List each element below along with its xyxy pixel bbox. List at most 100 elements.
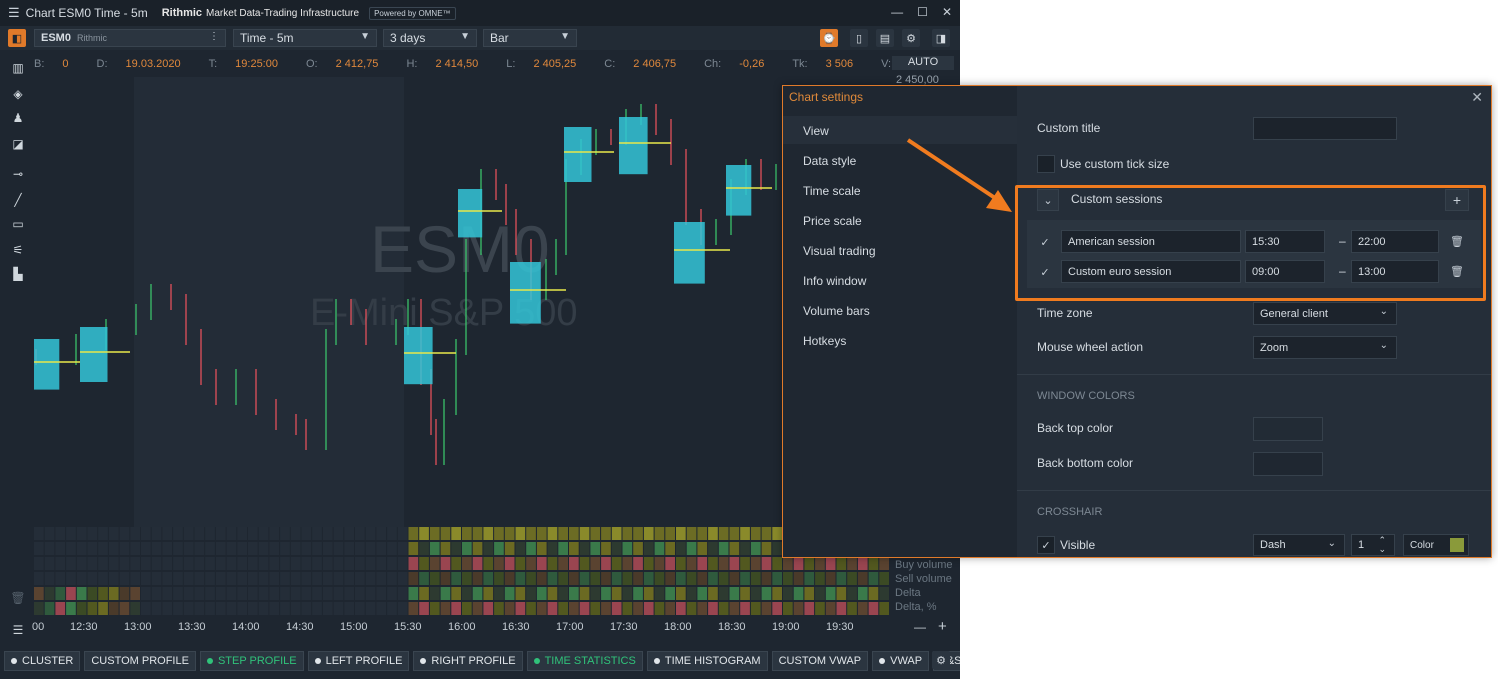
time-tick-label: 17:30 bbox=[610, 621, 638, 633]
timeframe-select[interactable]: Time - 5m ▼ bbox=[233, 29, 377, 47]
volume-cell bbox=[76, 527, 87, 540]
more-icon[interactable]: ⋮ bbox=[209, 31, 219, 42]
layers-icon[interactable]: ◈ bbox=[13, 87, 23, 101]
volume-cell bbox=[215, 542, 226, 555]
mouse-icon[interactable]: ▯ bbox=[850, 29, 868, 47]
trash-icon[interactable]: 🗑 bbox=[1445, 260, 1469, 283]
volume-cell bbox=[429, 587, 440, 600]
indicator-button-cluster[interactable]: CLUSTER bbox=[4, 651, 81, 671]
nav-item-info-window[interactable]: Info window bbox=[803, 274, 867, 288]
crosshair-style-select[interactable]: Dash ⌄ bbox=[1253, 534, 1345, 556]
custom-tick-checkbox[interactable] bbox=[1037, 155, 1055, 173]
add-session-button[interactable]: + bbox=[1445, 189, 1469, 211]
session-end-input[interactable]: 13:00 bbox=[1351, 260, 1439, 283]
rectangle-icon[interactable]: ▭ bbox=[12, 217, 24, 231]
volume-cell bbox=[750, 527, 761, 540]
volume-cell bbox=[205, 527, 215, 540]
fibonacci-icon[interactable]: ⚟ bbox=[12, 243, 24, 257]
volume-cell bbox=[44, 602, 55, 615]
info-item: H: 2 414,50 bbox=[406, 58, 492, 74]
volume-cell bbox=[515, 587, 526, 600]
indicator-button-custom-profile[interactable]: CUSTOM PROFILE bbox=[84, 651, 196, 671]
info-item: T: 19:25:00 bbox=[209, 58, 292, 74]
gear-icon[interactable]: ⚙ bbox=[902, 29, 920, 47]
template-icon[interactable]: ▤ bbox=[876, 29, 894, 47]
volume-cell bbox=[665, 527, 675, 540]
volume-profile-tool-icon[interactable]: ▙ bbox=[13, 267, 23, 281]
auto-scale-button[interactable]: AUTO bbox=[892, 56, 954, 70]
session-enabled-checkbox[interactable]: ✓ bbox=[1040, 266, 1050, 279]
zoom-out-button[interactable]: — bbox=[914, 620, 926, 634]
nav-item-price-scale[interactable]: Price scale bbox=[803, 214, 862, 228]
volume-cell bbox=[34, 572, 44, 585]
period-select[interactable]: 3 days ▼ bbox=[383, 29, 477, 47]
crosshair-color-button[interactable]: Color bbox=[1403, 534, 1469, 556]
time-zone-select[interactable]: General client ⌄ bbox=[1253, 302, 1397, 325]
menu-icon[interactable]: ☰ bbox=[8, 5, 20, 20]
nav-item-volume-bars[interactable]: Volume bars bbox=[803, 304, 870, 318]
session-end-input[interactable]: 22:00 bbox=[1351, 230, 1439, 253]
alert-bell-icon[interactable]: ♟ bbox=[12, 111, 24, 125]
indicator-button-time-histogram[interactable]: TIME HISTOGRAM bbox=[646, 651, 768, 671]
volume-cell bbox=[237, 572, 247, 585]
trash-icon[interactable]: 🗑 bbox=[10, 591, 26, 605]
crosshair-visible-checkbox[interactable]: ✓ bbox=[1037, 536, 1055, 554]
volume-cell bbox=[269, 602, 280, 615]
session-start-input[interactable]: 09:00 bbox=[1245, 260, 1325, 283]
symbol-name: ESM0 bbox=[41, 32, 71, 44]
horizontal-line-icon[interactable]: ⊸ bbox=[12, 167, 24, 181]
back-top-color-swatch[interactable] bbox=[1253, 417, 1323, 441]
trash-icon[interactable]: 🗑 bbox=[1445, 230, 1469, 253]
symbol-selector[interactable]: ESM0 Rithmic ⋮ bbox=[34, 29, 226, 47]
close-icon[interactable]: ✕ bbox=[941, 5, 952, 19]
volume-cell bbox=[173, 542, 183, 555]
mouse-wheel-select[interactable]: Zoom ⌄ bbox=[1253, 336, 1397, 359]
panel-toggle-icon[interactable]: ◧ bbox=[8, 29, 26, 47]
volume-cell bbox=[515, 557, 526, 570]
crosshair-width-stepper[interactable]: 1 ⌃ ⌄ bbox=[1351, 534, 1395, 556]
volume-cell bbox=[729, 542, 740, 555]
custom-sessions-label: Custom sessions bbox=[1071, 192, 1163, 206]
zoom-in-button[interactable]: + bbox=[938, 618, 947, 635]
nav-item-data-style[interactable]: Data style bbox=[803, 154, 857, 168]
session-name-input[interactable]: Custom euro session bbox=[1061, 260, 1241, 283]
indicator-button-step-profile[interactable]: STEP PROFILE bbox=[199, 651, 304, 671]
volume-cell bbox=[483, 557, 494, 570]
indicator-button-right-profile[interactable]: RIGHT PROFILE bbox=[413, 651, 523, 671]
custom-title-input[interactable] bbox=[1253, 117, 1397, 140]
maximize-icon[interactable]: ☐ bbox=[917, 5, 928, 19]
ruler-icon[interactable]: ◪ bbox=[12, 137, 24, 151]
nav-item-view[interactable]: View bbox=[803, 124, 829, 138]
indicator-button-vwap[interactable]: VWAP bbox=[872, 651, 930, 671]
nav-item-time-scale[interactable]: Time scale bbox=[803, 184, 861, 198]
indicator-button-custom-vwap[interactable]: CUSTOM VWAP bbox=[771, 651, 869, 671]
volume-profile-block bbox=[510, 262, 541, 324]
close-icon[interactable]: ✕ bbox=[1471, 89, 1483, 105]
nav-item-hotkeys[interactable]: Hotkeys bbox=[803, 334, 847, 348]
auto-trade-icon[interactable]: ⌚ bbox=[820, 29, 838, 47]
indicators-icon[interactable]: ▥ bbox=[12, 61, 24, 75]
volume-cell bbox=[569, 542, 579, 555]
price-chart[interactable]: ESM0 E-Mini S&P 500 bbox=[34, 77, 890, 527]
stepper-arrows-icon[interactable]: ⌃ ⌄ bbox=[1378, 535, 1386, 554]
volume-cell bbox=[750, 572, 761, 585]
indicator-button-time-statistics[interactable]: TIME STATISTICS bbox=[526, 651, 643, 671]
list-icon[interactable]: ☰ bbox=[12, 623, 24, 637]
custom-title-label: Custom title bbox=[1037, 121, 1101, 135]
info-value: 3 506 bbox=[825, 58, 854, 70]
session-name-input[interactable]: American session bbox=[1061, 230, 1241, 253]
gear-icon[interactable]: ⚙ bbox=[932, 651, 950, 669]
price-label-top: 2 450,00 bbox=[896, 74, 939, 86]
back-bottom-color-swatch[interactable] bbox=[1253, 452, 1323, 476]
collapse-sessions-icon[interactable]: ⌄ bbox=[1037, 189, 1059, 211]
volume-cell bbox=[66, 587, 76, 600]
trend-line-icon[interactable]: ╱ bbox=[14, 193, 22, 207]
session-start-input[interactable]: 15:30 bbox=[1245, 230, 1325, 253]
sidebar-toggle-icon[interactable]: ◨ bbox=[932, 29, 950, 47]
indicator-button-left-profile[interactable]: LEFT PROFILE bbox=[307, 651, 410, 671]
chart-type-select[interactable]: Bar ▼ bbox=[483, 29, 577, 47]
volume-cell bbox=[451, 602, 461, 615]
nav-item-visual-trading[interactable]: Visual trading bbox=[803, 244, 876, 258]
minimize-icon[interactable]: — bbox=[891, 5, 904, 19]
session-enabled-checkbox[interactable]: ✓ bbox=[1040, 236, 1050, 249]
